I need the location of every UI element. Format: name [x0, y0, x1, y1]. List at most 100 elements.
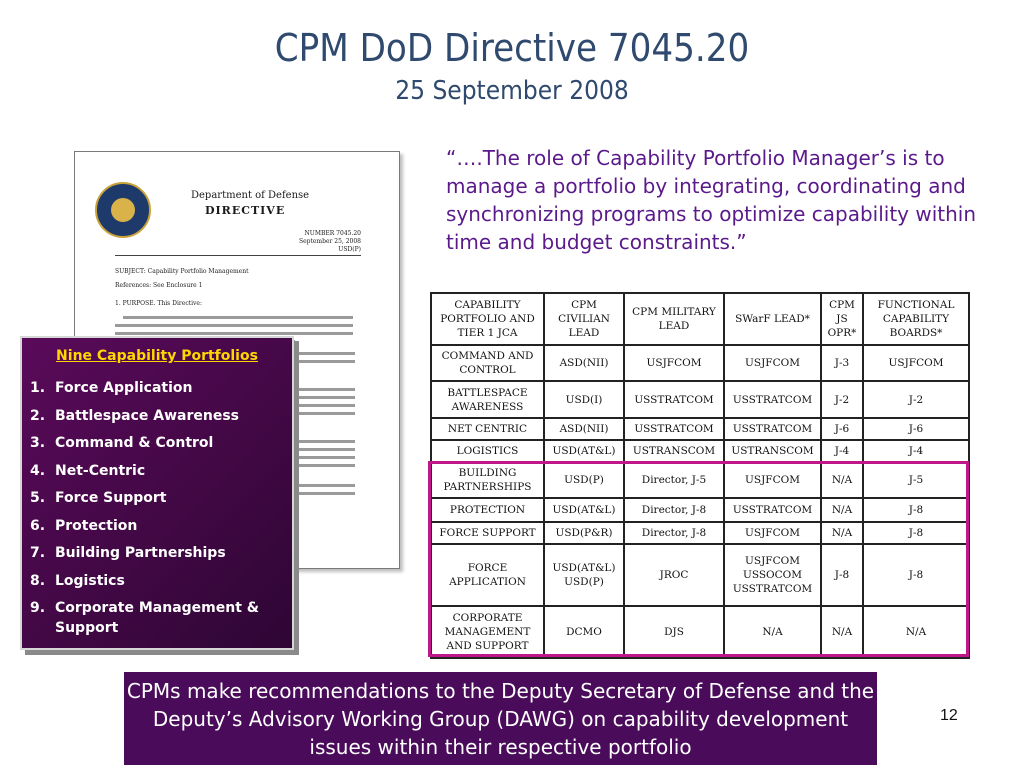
table-cell: USD(I): [543, 380, 625, 419]
list-item-label: Logistics: [55, 572, 125, 589]
table-cell: USSTRATCOM: [723, 497, 822, 523]
list-item-number: 9.: [30, 600, 46, 616]
portfolios-list: 1. Force Application 2. Battlespace Awaren…: [30, 378, 284, 646]
list-item: 8. Logistics: [30, 571, 284, 591]
quote-text: “….The role of Capability Portfolio Mana…: [446, 146, 977, 254]
table-row: FORCE APPLICATION USD(AT&L) USD(P) JROC …: [430, 543, 970, 607]
table-header-row: CAPABILITY PORTFOLIO AND TIER 1 JCA CPM …: [430, 292, 970, 346]
table-cell: J-6: [820, 417, 864, 441]
table-row: CORPORATE MANAGEMENT AND SUPPORT DCMO DJ…: [430, 605, 970, 659]
doc-text-line: [115, 332, 353, 335]
list-item-label: Command & Control: [55, 435, 214, 451]
doc-text-line: [295, 412, 355, 415]
table-cell: JROC: [623, 543, 725, 607]
list-item: 1. Force Application: [30, 378, 284, 398]
portfolios-title: Nine Capability Portfolios: [56, 348, 258, 364]
doc-divider: [115, 255, 361, 256]
table-cell: BUILDING PARTNERSHIPS: [430, 461, 545, 499]
list-item-label: Protection: [55, 517, 138, 534]
doc-text-line: [295, 440, 355, 443]
table-cell: N/A: [820, 605, 864, 659]
table-cell: USJFCOM: [723, 521, 822, 545]
table-cell: USJFCOM: [723, 344, 822, 382]
list-item-label: Corporate Management & Support: [55, 600, 259, 636]
table-cell: J-4: [862, 439, 970, 463]
list-item-number: 5.: [30, 490, 46, 506]
table-cell: J-6: [862, 417, 970, 441]
table-cell: Director, J-5: [623, 461, 725, 499]
list-item-number: 3.: [30, 435, 46, 451]
table-cell: DCMO: [543, 605, 625, 659]
table-cell: USJFCOM USSOCOM USSTRATCOM: [723, 543, 822, 607]
table-cell: J-4: [820, 439, 864, 463]
table-cell: USJFCOM: [862, 344, 970, 382]
table-cell: USTRANSCOM: [623, 439, 725, 463]
list-item-label: Force Application: [55, 380, 193, 396]
column-header: CPM CIVILIAN LEAD: [543, 292, 625, 346]
table-cell: USD(AT&L) USD(P): [543, 543, 625, 607]
table-cell: N/A: [820, 521, 864, 545]
list-item-number: 4.: [30, 462, 46, 479]
table-cell: FORCE SUPPORT: [430, 521, 545, 545]
column-header: CPM JS OPR*: [820, 292, 864, 346]
table-header: CAPABILITY PORTFOLIO AND TIER 1 JCA CPM …: [430, 292, 970, 346]
list-item-label: Net-Centric: [55, 462, 146, 479]
doc-subject: SUBJECT: Capability Portfolio Management: [115, 268, 249, 275]
list-item: 5. Force Support: [30, 488, 284, 508]
doc-text-line: [295, 456, 355, 459]
table-cell: USSTRATCOM: [723, 417, 822, 441]
table-cell: USTRANSCOM: [723, 439, 822, 463]
table-cell: CORPORATE MANAGEMENT AND SUPPORT: [430, 605, 545, 659]
doc-date: September 25, 2008: [298, 238, 361, 245]
table-cell: LOGISTICS: [430, 439, 545, 463]
table-cell: USSTRATCOM: [623, 380, 725, 419]
table-cell: USD(AT&L): [543, 439, 625, 463]
table-cell: N/A: [862, 605, 970, 659]
table-cell: J-8: [862, 543, 970, 607]
table-cell: USSTRATCOM: [723, 380, 822, 419]
doc-text-line: [295, 396, 355, 399]
doc-text-line: [295, 464, 355, 467]
table-cell: NET CENTRIC: [430, 417, 545, 441]
doc-number-block: NUMBER 7045.20 September 25, 2008 USD(P): [299, 230, 361, 254]
table-cell: N/A: [723, 605, 822, 659]
table-cell: J-8: [862, 497, 970, 523]
capability-portfolios-panel: Nine Capability Portfolios 1. Force Appli…: [20, 336, 294, 650]
doc-text-line: [295, 492, 355, 495]
callout-box: CPMs make recommendations to the Deputy …: [124, 672, 877, 765]
dod-seal-icon: [95, 182, 151, 238]
table-cell: USD(P&R): [543, 521, 625, 545]
list-item-label: Building Partnerships: [55, 545, 226, 561]
table-cell: COMMAND AND CONTROL: [430, 344, 545, 382]
doc-office: USD(P): [338, 246, 361, 253]
doc-text-line: [123, 316, 353, 319]
table-cell: BATTLESPACE AWARENESS: [430, 380, 545, 419]
table-cell: FORCE APPLICATION: [430, 543, 545, 607]
table-cell: J-8: [820, 543, 864, 607]
table-cell: J-2: [862, 380, 970, 419]
column-header: CAPABILITY PORTFOLIO AND TIER 1 JCA: [430, 292, 545, 346]
table-cell: Director, J-8: [623, 497, 725, 523]
doc-purpose: 1. PURPOSE. This Directive:: [115, 300, 202, 307]
table-row: BATTLESPACE AWARENESS USD(I) USSTRATCOM …: [430, 380, 970, 419]
doc-header-directive: DIRECTIVE: [205, 204, 286, 217]
table-cell: PROTECTION: [430, 497, 545, 523]
table-cell: ASD(NII): [543, 344, 625, 382]
list-item: 2. Battlespace Awareness: [30, 406, 284, 426]
table-cell: J-5: [862, 461, 970, 499]
doc-text-line: [295, 352, 355, 355]
cpm-lead-table: CAPABILITY PORTFOLIO AND TIER 1 JCA CPM …: [430, 292, 970, 659]
doc-text-line: [295, 404, 355, 407]
doc-number: NUMBER 7045.20: [304, 230, 361, 237]
column-header: FUNCTIONAL CAPABILITY BOARDS*: [862, 292, 970, 346]
list-item-label: Force Support: [55, 490, 167, 506]
list-item: 9. Corporate Management & Support: [30, 598, 284, 638]
list-item-number: 2.: [30, 407, 46, 424]
table-row: LOGISTICS USD(AT&L) USTRANSCOM USTRANSCO…: [430, 439, 970, 463]
column-header: CPM MILITARY LEAD: [623, 292, 725, 346]
table-cell: USD(P): [543, 461, 625, 499]
doc-text-line: [295, 360, 355, 363]
table-cell: ASD(NII): [543, 417, 625, 441]
table-cell: J-2: [820, 380, 864, 419]
table-row: PROTECTION USD(AT&L) Director, J-8 USSTR…: [430, 497, 970, 523]
